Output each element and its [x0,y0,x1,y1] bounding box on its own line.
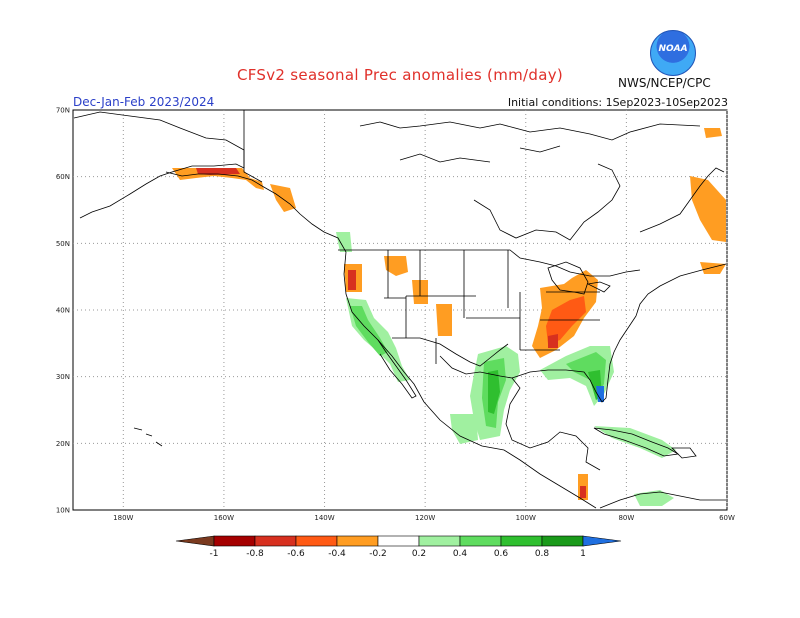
longitude-label: 80W [618,514,634,522]
anomaly-oregon-dry-strong [348,270,356,290]
longitude-label: 160W [214,514,234,522]
colorbar-label: -1 [210,549,219,559]
latitude-label: 40N [56,307,70,315]
anomaly-texas-wet-strong [488,370,500,414]
hudson-bay-coast [473,163,621,241]
us-mexico-border [392,337,509,367]
anomaly-colorado-dry [436,304,452,336]
longitude-label: 180W [113,514,133,522]
latitude-label: 70N [56,107,70,115]
initial-conditions-label: Initial conditions: 1Sep2023-10Sep2023 [507,96,728,109]
alaska-canada-border [243,110,263,183]
colorbar-segment [500,535,543,547]
anomaly-bc-coast-dry [270,184,296,212]
latitude-labels: 70N 60N 50N 40N 30N 20N 10N [56,107,70,515]
us-canada-border [338,249,641,277]
south-america-coast [599,491,726,509]
latitude-label: 10N [56,507,70,515]
arctic-islands [359,121,701,163]
colorbar-segment [336,535,379,547]
colorbar-segment [377,535,420,547]
colorbar-label: -0.2 [369,549,387,559]
map-title: CFSv2 seasonal Prec anomalies (mm/day) [236,66,564,84]
latitude-label: 20N [56,440,70,448]
gulf-coast [439,355,601,471]
colorbar-label: 0.2 [412,549,426,559]
anomaly-pnw-wet [336,232,352,252]
pacific-coast [261,185,597,509]
colorbar-label: 1 [580,549,586,559]
anomaly-greenland-dry [704,128,722,138]
us-gulf-coast [511,263,727,403]
longitude-label: 140W [314,514,334,522]
colorbar-high-arrow [582,535,622,547]
colorbar-label: 0.8 [535,549,550,559]
alaska-coast [73,111,263,219]
baja-peninsula [377,339,417,399]
great-lakes [547,261,611,295]
colorbar-segment [541,535,584,547]
longitude-labels: 180W 160W 140W 120W 100W 80W 60W [113,514,735,522]
anomaly-mexico-wet [450,414,478,444]
hispaniola-coast [671,447,697,459]
latitude-label: 50N [56,240,70,248]
agency-label: NWS/NCEP/CPC [618,76,711,90]
anomaly-central-america-dry-strong [580,486,586,498]
latitude-label: 60N [56,173,70,181]
noaa-logo: NOAA [650,30,696,76]
colorbar-low-arrow [175,535,215,547]
colorbar-segment [418,535,461,547]
colorbar-label: -0.6 [287,549,305,559]
season-label: Dec-Jan-Feb 2023/2024 [73,95,215,109]
anomaly-labrador-dry [690,176,726,242]
colorbar-label: -0.4 [328,549,346,559]
longitude-label: 60W [719,514,735,522]
colorbar-segment [213,535,256,547]
anomaly-alaska-dry [172,168,264,190]
longitude-label: 120W [415,514,435,522]
anomaly-rockies-dry [384,256,408,276]
map-grid [73,110,728,510]
labrador-coast [639,167,725,233]
colorbar-segment [254,535,297,547]
anomaly-cuba-wet [594,426,676,458]
map-frame [72,109,728,511]
noaa-logo-text: NOAA [658,44,688,54]
longitude-label: 100W [516,514,536,522]
colorbar-segment [295,535,338,547]
coastlines [73,110,727,509]
colorbar-label: -0.8 [246,549,264,559]
colorbar-label: 0.4 [453,549,468,559]
anomaly-florida-wet-max [596,386,604,402]
colorbar-segment [459,535,502,547]
anomaly-tennessee-dry-strong [548,334,558,348]
us-state-lines [384,250,600,364]
hawaii-islands [133,427,163,447]
anomaly-maritimes-dry [700,262,726,274]
colorbar-label: 0.6 [494,549,509,559]
colorbar: -1 -0.8 -0.6 -0.4 -0.2 0.2 0.4 0.6 0.8 1 [175,535,622,559]
anomaly-alaska-dry-strong [196,168,240,175]
latitude-label: 30N [56,373,70,381]
